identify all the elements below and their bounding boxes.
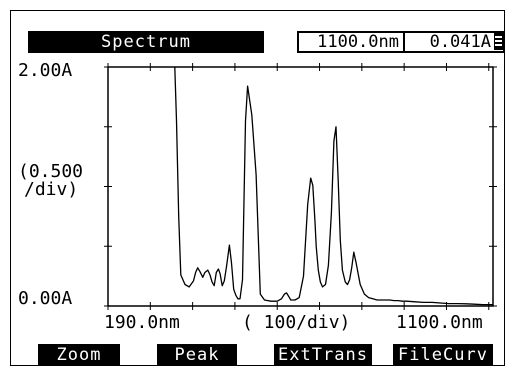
- screen-frame: [10, 10, 505, 366]
- screen-title: Spectrum: [28, 31, 264, 53]
- zoom-softkey[interactable]: Zoom: [38, 344, 120, 366]
- y-axis-top-label: 2.00A: [18, 60, 73, 81]
- filecurv-softkey[interactable]: FileCurv: [393, 344, 493, 366]
- cursor-marker-icon: [494, 33, 503, 50]
- y-axis-scale-label-line2: /div): [24, 179, 79, 200]
- spectrum-series-line: [174, 66, 493, 306]
- wavelength-readout: 1100.0nm: [297, 31, 405, 53]
- x-axis-scale-label: ( 100/div): [242, 312, 351, 333]
- absorbance-readout: 0.041A: [403, 31, 505, 53]
- y-axis-scale-label-line1: (0.500: [18, 161, 84, 182]
- peak-softkey[interactable]: Peak: [157, 344, 237, 366]
- plot-area: [107, 66, 494, 307]
- x-axis-left-label: 190.0nm: [104, 312, 180, 333]
- exttrans-softkey[interactable]: ExtTrans: [274, 344, 372, 366]
- x-axis-right-label: 1100.0nm: [396, 312, 483, 333]
- y-axis-bottom-label: 0.00A: [18, 288, 73, 309]
